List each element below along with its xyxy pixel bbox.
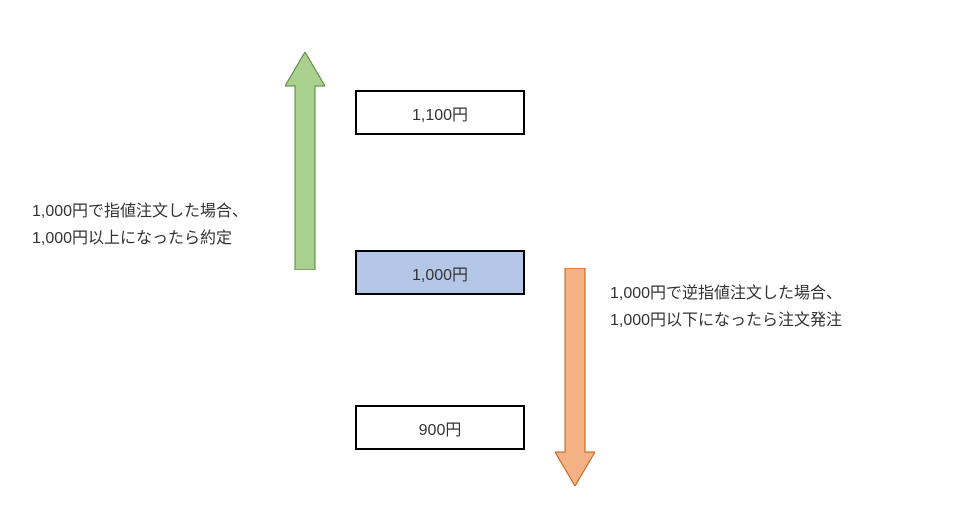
right-caption-line2: 1,000円以下になったら注文発注 [610,307,842,334]
right-caption-line1: 1,000円で逆指値注文した場合、 [610,280,842,307]
left-caption-line1: 1,000円で指値注文した場合、 [32,198,248,225]
left-caption: 1,000円で指値注文した場合、 1,000円以上になったら約定 [32,198,248,252]
price-bottom-label: 900円 [419,416,462,440]
price-top-label: 1,100円 [412,101,468,125]
price-box-bottom: 900円 [355,405,525,450]
price-middle-label: 1,000円 [412,261,468,285]
right-caption: 1,000円で逆指値注文した場合、 1,000円以下になったら注文発注 [610,280,842,334]
price-box-middle: 1,000円 [355,250,525,295]
down-arrow-icon [555,268,595,486]
price-box-top: 1,100円 [355,90,525,135]
diagram-canvas: 1,100円 1,000円 900円 1,000円で指値注文した場合、 1,00… [0,0,978,520]
left-caption-line2: 1,000円以上になったら約定 [32,225,248,252]
up-arrow-icon [285,52,325,270]
